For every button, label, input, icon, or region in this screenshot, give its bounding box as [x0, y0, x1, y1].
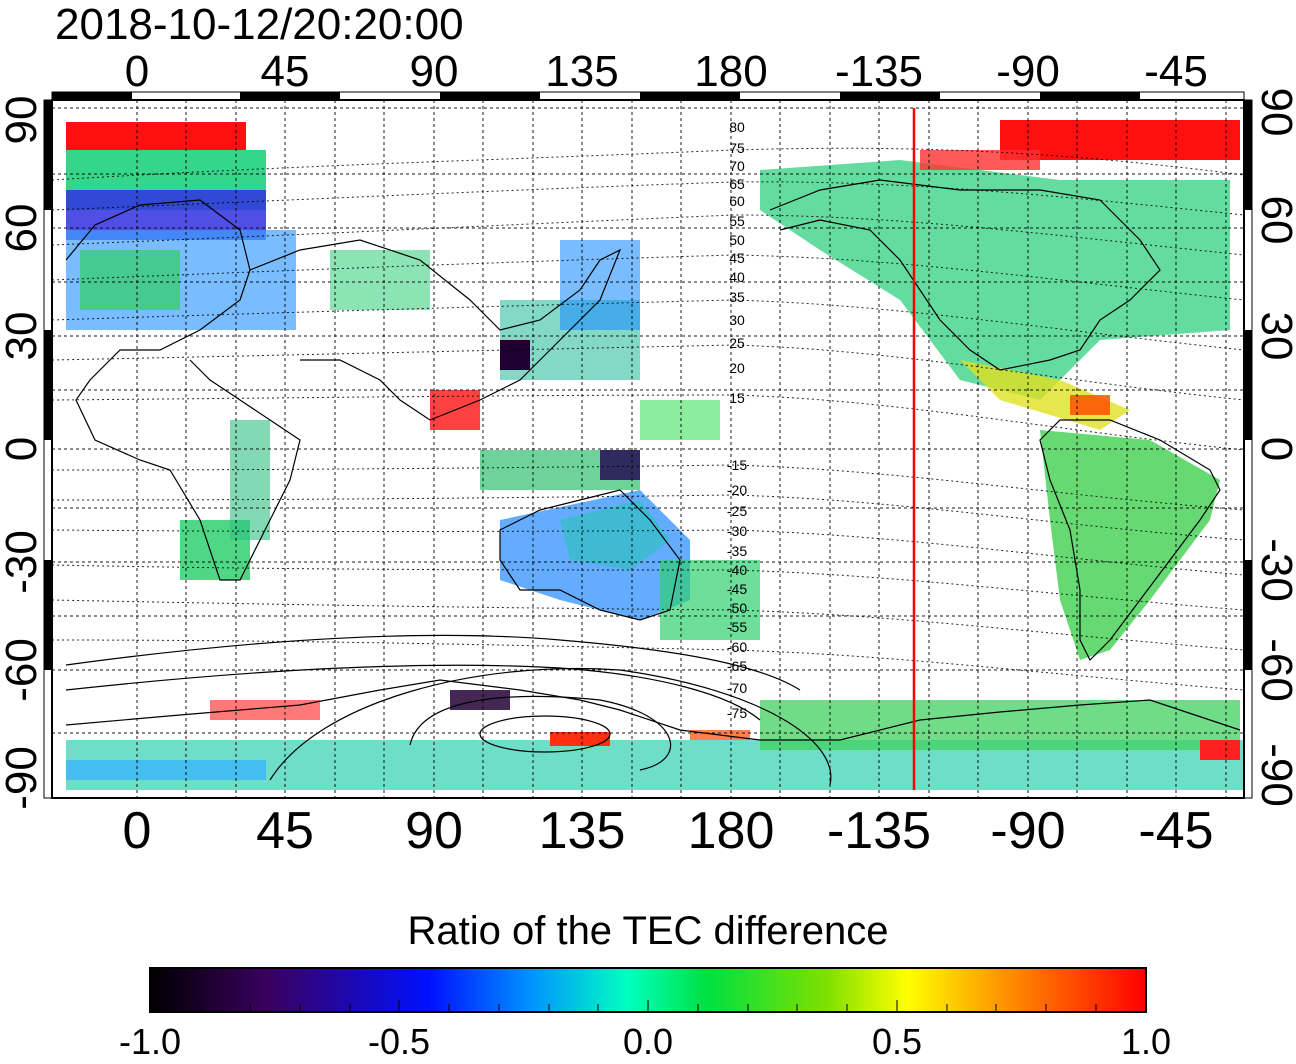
lon-tick-top: 180 — [694, 47, 767, 96]
lon-tick-top: -135 — [835, 47, 923, 96]
mlat-label: 40 — [729, 269, 745, 285]
lon-tick-bottom: -90 — [990, 802, 1065, 860]
lat-tick-left: 0 — [0, 437, 46, 461]
latitude-axis-right: 90 60 30 0 -30 -60 -90 — [1252, 88, 1296, 807]
lon-tick-bottom: 0 — [123, 802, 152, 860]
mlat-label: 15 — [729, 390, 745, 406]
mlat-label: 80 — [729, 119, 745, 135]
lon-tick-top: -45 — [1144, 47, 1208, 96]
lat-tick-left: -30 — [0, 530, 46, 594]
mlat-label: -30 — [727, 523, 747, 539]
lon-tick-top: 135 — [545, 47, 618, 96]
lon-tick-bottom: 180 — [688, 802, 775, 860]
longitude-axis-bottom: 0 45 90 135 180 -135 -90 -45 — [123, 802, 1214, 860]
mlat-label: 45 — [729, 250, 745, 266]
lon-tick-top: 45 — [261, 47, 310, 96]
mlat-label: 55 — [729, 213, 745, 229]
lat-tick-right: -60 — [1252, 638, 1296, 702]
lat-tick-right: 0 — [1252, 437, 1296, 461]
lat-tick-right: -30 — [1252, 538, 1296, 602]
lon-tick-top: -90 — [996, 47, 1060, 96]
latitude-axis-left: 90 60 30 0 -30 -60 -90 — [0, 96, 46, 810]
lat-tick-left: 60 — [0, 204, 46, 253]
mlat-label: 35 — [729, 289, 745, 305]
lon-tick-bottom: -45 — [1138, 802, 1213, 860]
lat-tick-right: 60 — [1252, 196, 1296, 245]
colorbar-label-zero: 0.0 — [623, 1022, 673, 1062]
colorbar-label: -0.5 — [368, 1022, 430, 1062]
colorbar-title: Ratio of the TEC difference — [0, 908, 1296, 954]
magnetic-latitude-labels: 80 75 70 65 60 55 50 45 40 35 30 25 20 1… — [727, 119, 747, 721]
lat-tick-left: 90 — [0, 96, 46, 145]
mlat-label: 30 — [729, 312, 745, 328]
lat-tick-right: -90 — [1252, 743, 1296, 807]
lon-tick-bottom: 90 — [405, 802, 463, 860]
mlat-label: -65 — [727, 658, 747, 674]
colorbar-label: 0.5 — [872, 1022, 922, 1062]
mlat-label: 75 — [729, 140, 745, 156]
mlat-label: -75 — [727, 705, 747, 721]
lon-tick-bottom: -135 — [827, 802, 931, 860]
colorbar-label-min: -1.0 — [119, 1022, 181, 1062]
mlat-label: -25 — [727, 503, 747, 519]
mlat-label: 20 — [729, 360, 745, 376]
lat-tick-right: 90 — [1252, 88, 1296, 137]
mlat-label: -55 — [727, 619, 747, 635]
lat-tick-left: -60 — [0, 638, 46, 702]
colorbar-label-max: 1.0 — [1121, 1022, 1171, 1062]
lat-tick-left: -90 — [0, 746, 46, 810]
mlat-label: -70 — [727, 680, 747, 696]
mlat-label: -60 — [727, 639, 747, 655]
mlat-label: -35 — [727, 543, 747, 559]
mlat-label: -20 — [727, 482, 747, 498]
longitude-axis-top: 0 45 90 135 180 -135 -90 -45 — [125, 47, 1208, 96]
lon-tick-bottom: 45 — [256, 802, 314, 860]
mlat-label: -50 — [727, 600, 747, 616]
mlat-label: 50 — [729, 232, 745, 248]
lon-tick-top: 90 — [410, 47, 459, 96]
mlat-label: 70 — [729, 158, 745, 174]
lat-tick-right: 30 — [1252, 312, 1296, 361]
mlat-label: -15 — [727, 457, 747, 473]
mlat-label: -45 — [727, 581, 747, 597]
mlat-label: 60 — [729, 193, 745, 209]
lon-tick-top: 0 — [125, 47, 149, 96]
lon-tick-bottom: 135 — [539, 802, 626, 860]
lat-tick-left: 30 — [0, 312, 46, 361]
mlat-label: 25 — [729, 335, 745, 351]
magnetic-contours-solid — [66, 635, 800, 720]
tec-data-layer — [66, 120, 1244, 790]
mlat-label: -40 — [727, 562, 747, 578]
mlat-label: 65 — [729, 176, 745, 192]
